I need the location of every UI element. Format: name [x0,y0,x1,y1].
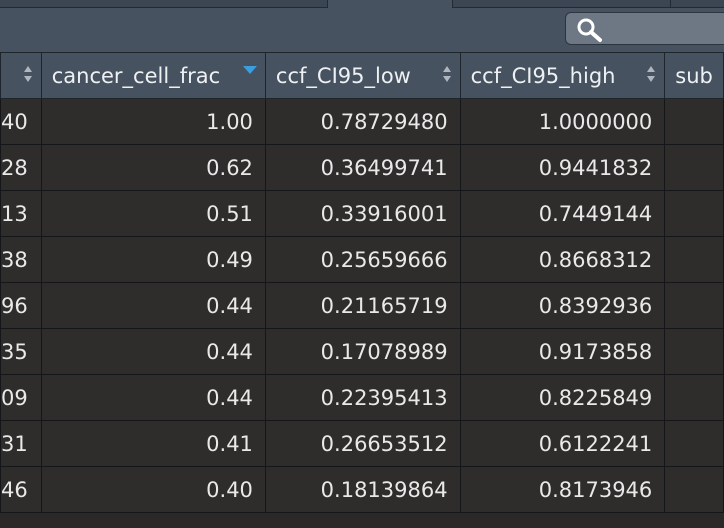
table-cell [664,282,724,329]
column-header-0[interactable] [0,52,42,99]
sort-desc-icon[interactable] [242,66,257,74]
table-cell: 13 [0,190,42,237]
column-header-label: ccf_CI95_high [470,63,616,88]
search-icon [577,18,602,42]
table-cell: 0.9441832 [459,144,666,191]
table-cell: 0.25659666 [264,236,461,283]
column-header-label: sub [675,63,713,88]
table-cell: 0.21165719 [264,282,461,329]
table-cell: 1.0000000 [459,98,666,145]
data-table: cancer_cell_frac ccf_CI95_low ccf_CI95_h… [0,52,724,513]
column-header-label: ccf_CI95_low [275,63,411,88]
table-cell [664,98,724,145]
table-cell: 0.78729480 [264,98,461,145]
table-cell: 31 [0,420,42,467]
tab-far-right[interactable] [670,0,724,8]
table-cell: 0.33916001 [264,190,461,237]
tab-left[interactable] [0,0,328,8]
table-cell: 0.51 [40,190,266,237]
table-cell: 0.44 [40,328,266,375]
table-cell: 0.7449144 [459,190,666,237]
table-cell [664,236,724,283]
table-cell [664,328,724,375]
table-header-row: cancer_cell_frac ccf_CI95_low ccf_CI95_h… [0,52,724,99]
table-row[interactable]: 35 0.44 0.17078989 0.9173858 [0,328,724,375]
table-cell: 0.26653512 [264,420,461,467]
table-cell: 0.44 [40,374,266,421]
table-cell: 0.17078989 [264,328,461,375]
sort-both-icon[interactable] [23,64,33,84]
sort-both-icon[interactable] [442,64,452,84]
table-cell: 38 [0,236,42,283]
table-row[interactable]: 46 0.40 0.18139864 0.8173946 [0,466,724,513]
tab-right[interactable] [452,0,672,8]
search-input[interactable] [565,12,724,45]
table-row[interactable]: 28 0.62 0.36499741 0.9441832 [0,144,724,191]
table-cell: 1.00 [40,98,266,145]
tab-strip [0,0,724,8]
table-cell: 0.36499741 [264,144,461,191]
table-cell: 0.40 [40,466,266,513]
table-cell: 35 [0,328,42,375]
table-cell: 0.44 [40,282,266,329]
column-header-sub[interactable]: sub [664,52,724,99]
table-body: 40 1.00 0.78729480 1.0000000 28 0.62 0.3649974… [0,98,724,513]
column-header-ccf-ci95-low[interactable]: ccf_CI95_low [264,52,461,99]
table-cell [664,466,724,513]
table-cell: 0.41 [40,420,266,467]
table-cell: 40 [0,98,42,145]
table-cell: 0.9173858 [459,328,666,375]
column-header-label: cancer_cell_frac [51,63,221,88]
table-cell: 0.8392936 [459,282,666,329]
table-row[interactable]: 96 0.44 0.21165719 0.8392936 [0,282,724,329]
table-cell: 0.22395413 [264,374,461,421]
table-row[interactable]: 13 0.51 0.33916001 0.7449144 [0,190,724,237]
table-cell: 46 [0,466,42,513]
table-row[interactable]: 09 0.44 0.22395413 0.8225849 [0,374,724,421]
table-cell: 0.8668312 [459,236,666,283]
table-cell: 0.18139864 [264,466,461,513]
table-cell: 0.8225849 [459,374,666,421]
column-header-ccf-ci95-high[interactable]: ccf_CI95_high [459,52,666,99]
table-cell: 0.8173946 [459,466,666,513]
table-cell: 0.6122241 [459,420,666,467]
table-cell: 0.62 [40,144,266,191]
table-cell [664,374,724,421]
sort-both-icon[interactable] [646,64,656,84]
table-row[interactable]: 38 0.49 0.25659666 0.8668312 [0,236,724,283]
column-header-cancer-cell-frac[interactable]: cancer_cell_frac [40,52,266,99]
table-row[interactable]: 31 0.41 0.26653512 0.6122241 [0,420,724,467]
table-cell: 09 [0,374,42,421]
table-cell [664,144,724,191]
table-cell: 0.49 [40,236,266,283]
table-cell [664,190,724,237]
table-cell: 96 [0,282,42,329]
table-row[interactable]: 40 1.00 0.78729480 1.0000000 [0,98,724,145]
table-cell: 28 [0,144,42,191]
table-cell [664,420,724,467]
